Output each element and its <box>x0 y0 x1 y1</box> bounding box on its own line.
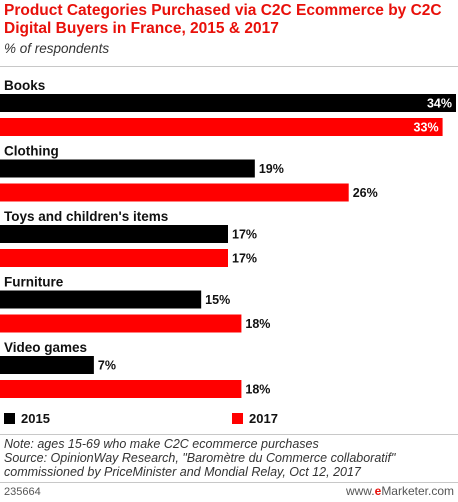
top-divider <box>0 66 458 67</box>
category-label-books: Books <box>4 78 45 93</box>
source-text-continued: commissioned by PriceMinister and Mondia… <box>4 465 361 479</box>
legend-item-2017: 2017 <box>232 410 278 426</box>
bar-clothing-2015 <box>0 159 255 178</box>
legend-swatch-2017 <box>232 412 243 424</box>
legend-swatch-2015 <box>4 412 15 424</box>
source-text: Source: OpinionWay Research, "Baromètre … <box>4 451 396 465</box>
bar-clothing-2017 <box>0 183 349 202</box>
note-text: Note: ages 15-69 who make C2C ecommerce … <box>4 437 319 451</box>
emarketer-logo: www.eMarketer.com <box>346 484 454 498</box>
value-label-books-2017: 33% <box>414 121 439 135</box>
value-label-video-games-2015: 7% <box>98 359 116 373</box>
value-label-clothing-2017: 26% <box>353 186 378 200</box>
value-label-toys-and-children-s-items-2017: 17% <box>232 252 257 266</box>
value-label-furniture-2017: 18% <box>245 317 270 331</box>
category-label-toys-and-children-s-items: Toys and children's items <box>4 209 168 224</box>
legend-label-2017: 2017 <box>249 410 278 426</box>
legend-label-2015: 2015 <box>21 410 50 426</box>
value-label-toys-and-children-s-items-2015: 17% <box>232 228 257 242</box>
value-label-video-games-2017: 18% <box>245 383 270 397</box>
bar-video-games-2017 <box>0 380 242 398</box>
value-label-furniture-2015: 15% <box>205 293 230 307</box>
brand-accent: e <box>374 484 382 498</box>
footer-divider <box>0 482 458 483</box>
bar-books-2015 <box>0 94 456 112</box>
category-label-furniture: Furniture <box>4 275 64 290</box>
bar-video-games-2015 <box>0 356 94 374</box>
bar-toys-and-children-s-items-2017 <box>0 249 228 267</box>
brand-rest: Marketer.com <box>381 484 454 498</box>
brand-prefix: www. <box>345 484 375 498</box>
chart-title: Product Categories Purchased via C2C Eco… <box>4 2 442 37</box>
bar-books-2017 <box>0 118 443 136</box>
bar-furniture-2017 <box>0 314 242 333</box>
bar-furniture-2015 <box>0 290 202 309</box>
value-label-books-2015: 34% <box>427 97 452 111</box>
category-label-video-games: Video games <box>4 340 87 355</box>
chart-id: 235664 <box>4 486 41 498</box>
notes-divider <box>0 434 458 435</box>
category-label-clothing: Clothing <box>4 144 59 159</box>
legend-item-2015: 2015 <box>4 410 50 426</box>
bar-chart: Books 34% 33% Clothing 19% 26% Toys and childr… <box>0 78 456 398</box>
chart-subtitle: % of respondents <box>4 41 110 56</box>
value-label-clothing-2015: 19% <box>259 162 284 176</box>
bar-toys-and-children-s-items-2015 <box>0 225 228 243</box>
